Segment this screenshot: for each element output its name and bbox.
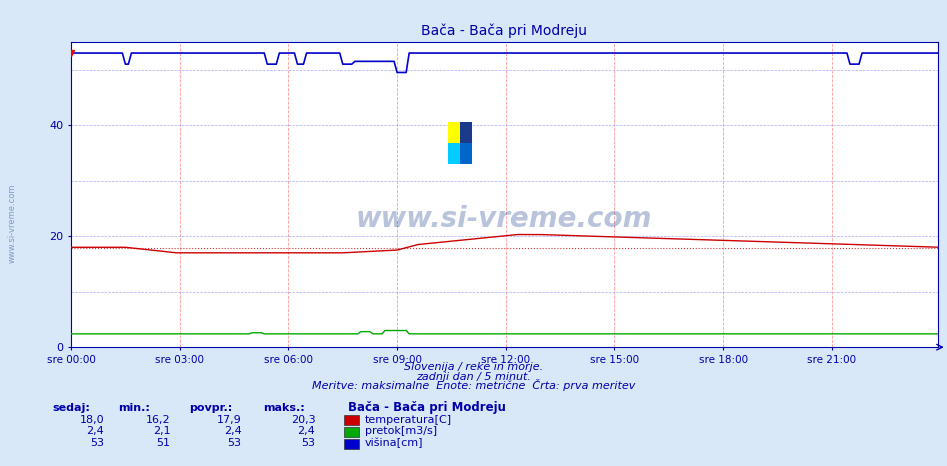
Text: 18,0: 18,0 [80, 415, 104, 425]
Text: 16,2: 16,2 [146, 415, 170, 425]
Text: 20,3: 20,3 [291, 415, 315, 425]
Text: 2,4: 2,4 [297, 426, 315, 436]
Text: 2,4: 2,4 [86, 426, 104, 436]
Text: 17,9: 17,9 [217, 415, 241, 425]
Text: zadnji dan / 5 minut.: zadnji dan / 5 minut. [416, 372, 531, 382]
Text: 2,4: 2,4 [223, 426, 241, 436]
Text: min.:: min.: [118, 403, 151, 413]
Text: maks.:: maks.: [263, 403, 305, 413]
Text: Bača - Bača pri Modreju: Bača - Bača pri Modreju [348, 401, 507, 414]
Title: Bača - Bača pri Modreju: Bača - Bača pri Modreju [421, 23, 587, 38]
Text: višina[cm]: višina[cm] [365, 438, 423, 448]
Text: povpr.:: povpr.: [189, 403, 233, 413]
Text: Slovenija / reke in morje.: Slovenija / reke in morje. [404, 363, 543, 372]
Text: www.si-vreme.com: www.si-vreme.com [8, 184, 17, 263]
Text: 53: 53 [301, 438, 315, 448]
Text: 2,1: 2,1 [152, 426, 170, 436]
Text: 53: 53 [227, 438, 241, 448]
Text: 53: 53 [90, 438, 104, 448]
Text: Meritve: maksimalne  Enote: metrične  Črta: prva meritev: Meritve: maksimalne Enote: metrične Črta… [312, 379, 635, 391]
Text: 51: 51 [156, 438, 170, 448]
Text: www.si-vreme.com: www.si-vreme.com [356, 205, 652, 233]
Text: temperatura[C]: temperatura[C] [365, 415, 452, 425]
Text: pretok[m3/s]: pretok[m3/s] [365, 426, 437, 436]
Text: sedaj:: sedaj: [52, 403, 90, 413]
